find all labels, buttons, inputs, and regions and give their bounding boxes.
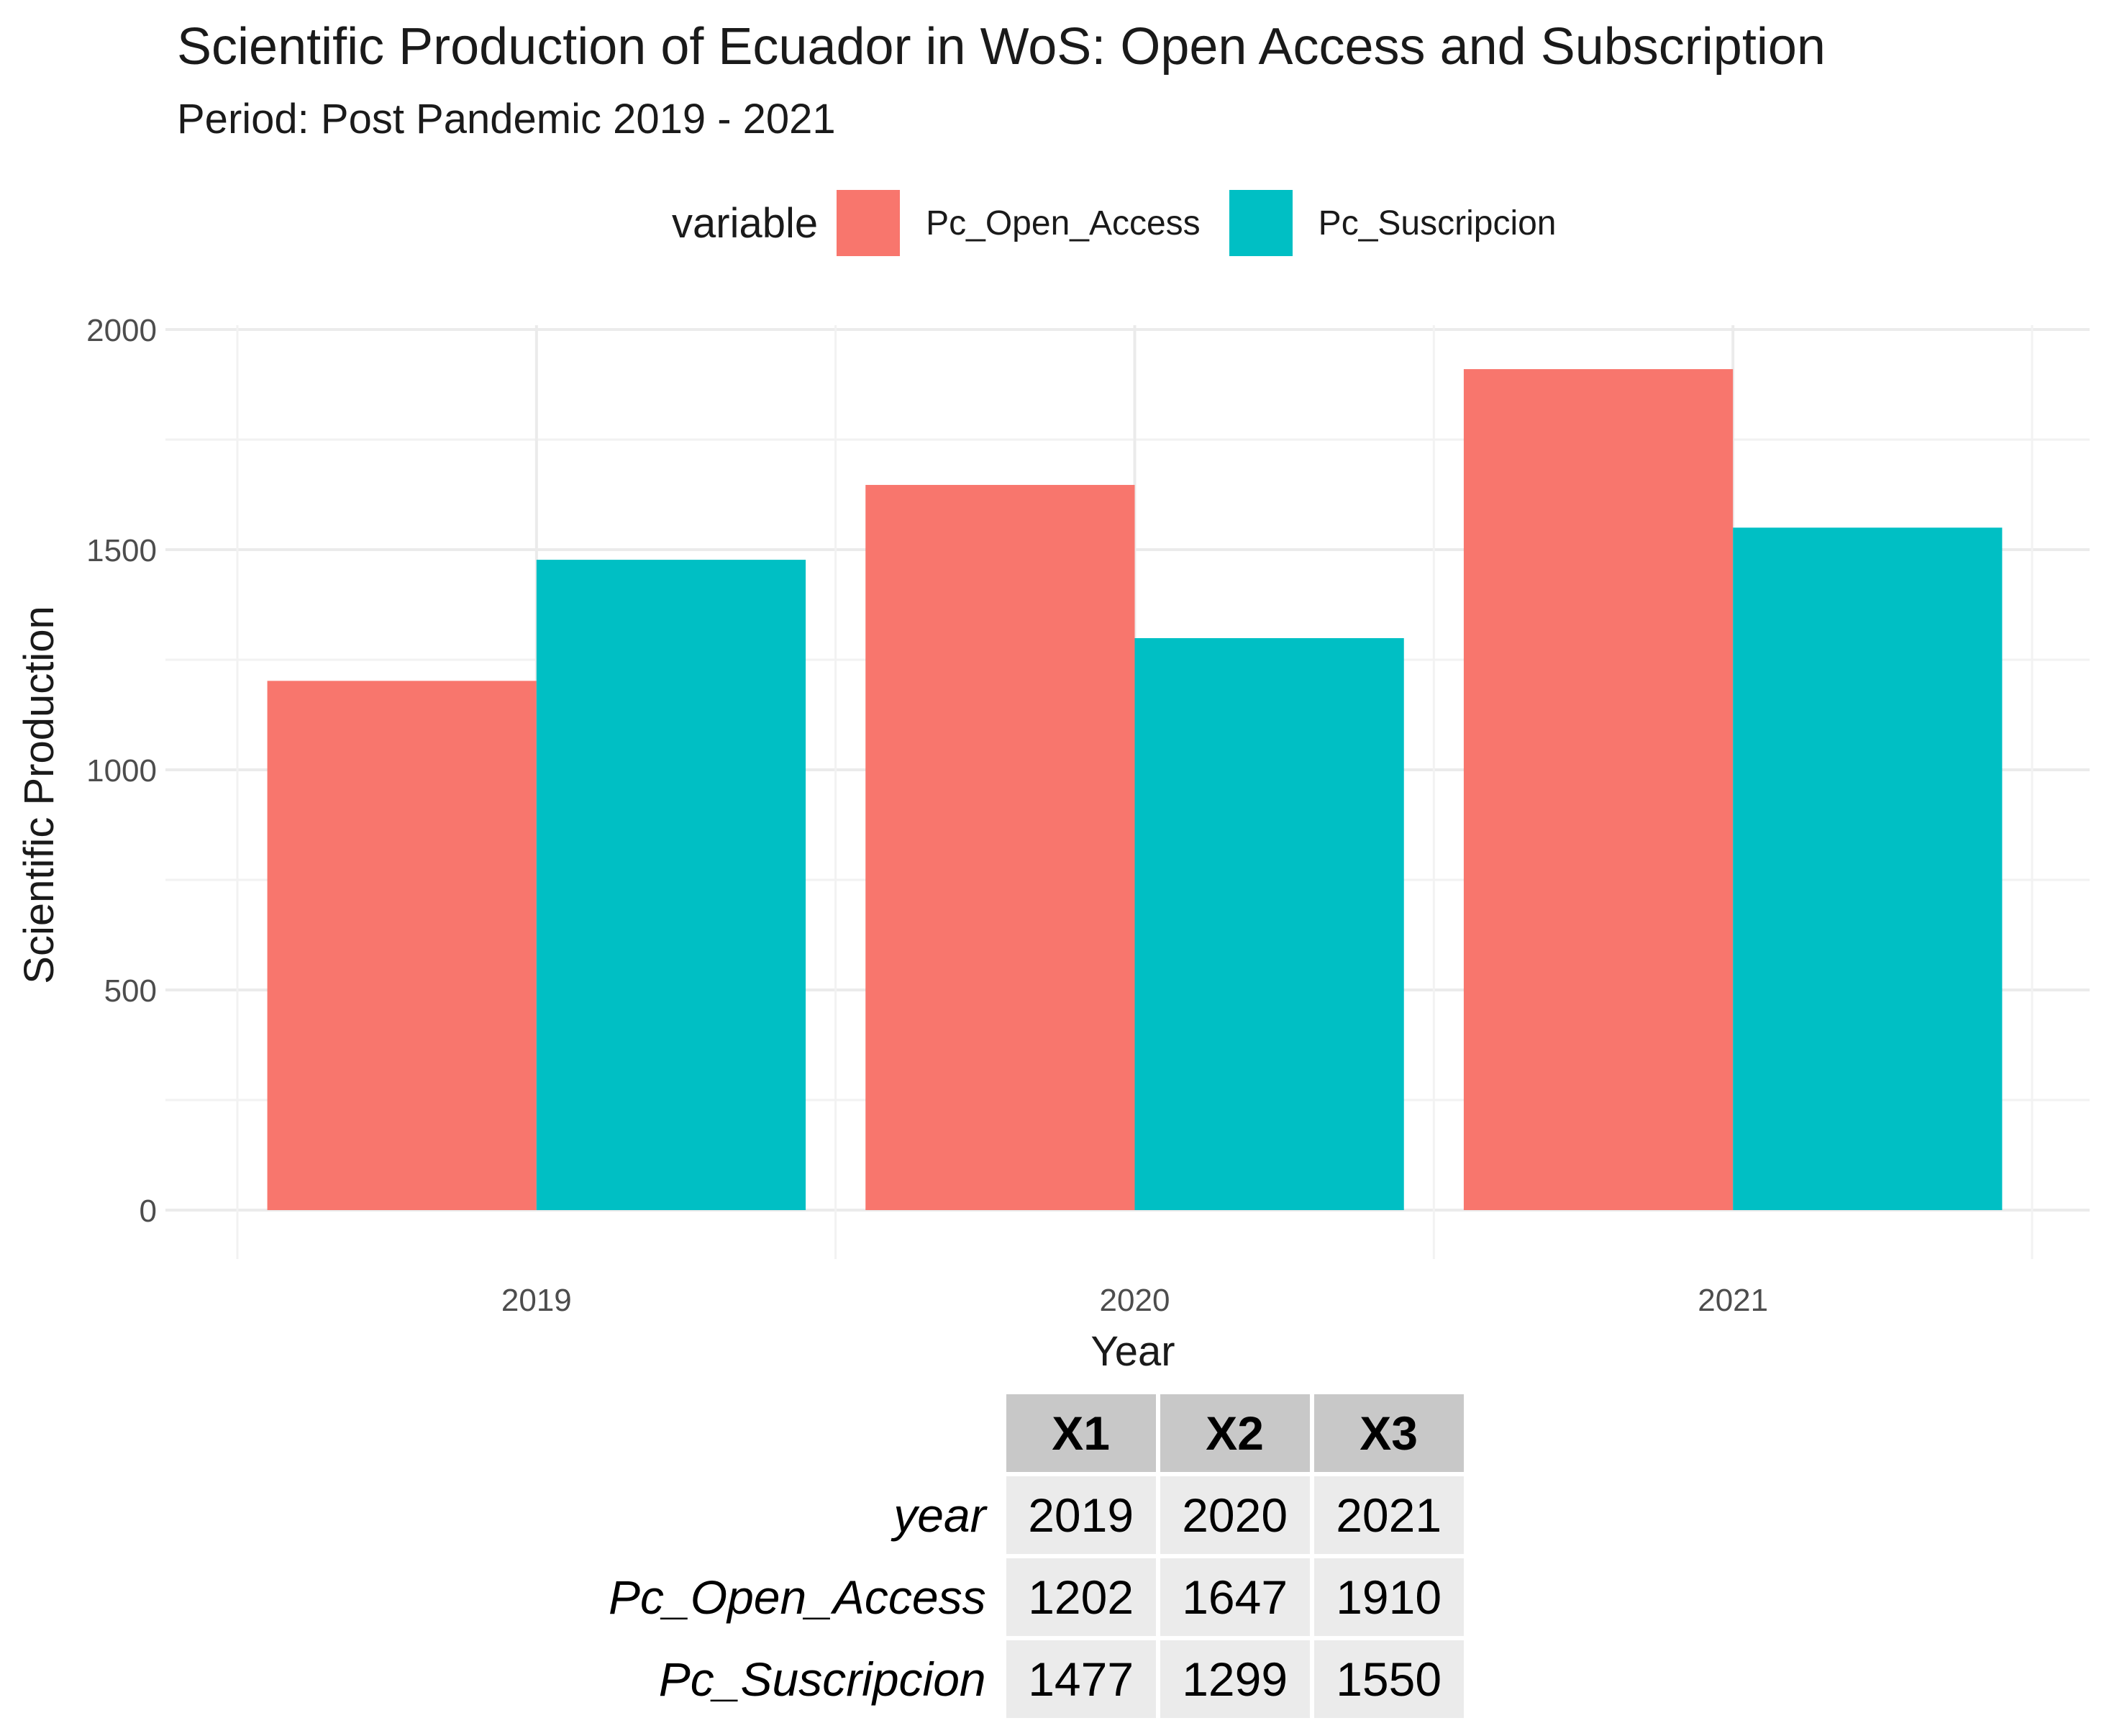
table-cell: 1477 (1006, 1640, 1156, 1718)
legend: variable Pc_Open_Access Pc_Suscripcion (672, 187, 1585, 259)
table-cell: 2020 (1160, 1476, 1310, 1554)
y-tick-label: 500 (104, 973, 157, 1009)
x-axis-title: Year (1090, 1328, 1175, 1375)
table-header-row: X1 X2 X3 (609, 1394, 1464, 1472)
legend-title: variable (672, 199, 819, 247)
table-cell: 2019 (1006, 1476, 1156, 1554)
table-row-label: Pc_Open_Access (609, 1571, 986, 1624)
table-row: year 2019 2020 2021 (609, 1476, 1464, 1554)
bar-pc-open-access-2019 (267, 681, 537, 1210)
chart-title: Scientific Production of Ecuador in WoS:… (177, 18, 1826, 76)
axes: 0 500 1000 1500 2000 2019 2020 2021 (86, 313, 1768, 1318)
bar-pc-open-access-2021 (1463, 369, 1734, 1210)
table-column-header: X1 (1006, 1394, 1156, 1472)
table-corner (609, 1394, 1002, 1472)
y-tick-label: 1000 (86, 753, 157, 789)
y-tick-label: 1500 (86, 533, 157, 568)
chart-subtitle: Period: Post Pandemic 2019 - 2021 (177, 96, 836, 142)
legend-key-suscripcion (1229, 190, 1293, 256)
legend-label-suscripcion: Pc_Suscripcion (1318, 204, 1557, 242)
table-row: Pc_Open_Access 1202 1647 1910 (609, 1558, 1464, 1636)
y-tick-label: 0 (140, 1194, 157, 1229)
bar-pc-open-access-2020 (865, 485, 1135, 1210)
table-row-label: year (893, 1489, 986, 1542)
legend-key-open-access (837, 190, 901, 256)
x-tick-label: 2021 (1698, 1283, 1768, 1318)
bars (267, 369, 2003, 1210)
table-cell: 2021 (1313, 1476, 1464, 1554)
table-row: Pc_Suscripcion 1477 1299 1550 (609, 1640, 1464, 1718)
x-tick-label: 2019 (501, 1283, 572, 1318)
y-axis-title: Scientific Production (16, 606, 63, 983)
table-cell: 1202 (1006, 1558, 1156, 1636)
legend-label-open-access: Pc_Open_Access (926, 204, 1201, 242)
table-row-label: Pc_Suscripcion (658, 1653, 986, 1706)
table-column-header: X3 (1313, 1394, 1464, 1472)
table-cell: 1647 (1160, 1558, 1310, 1636)
table-cell: 1550 (1313, 1640, 1464, 1718)
table-column-header: X2 (1160, 1394, 1310, 1472)
table-cell: 1910 (1313, 1558, 1464, 1636)
data-table: X1 X2 X3 year 2019 2020 2021 Pc_Open_Acc… (604, 1390, 1468, 1722)
x-tick-label: 2020 (1100, 1283, 1170, 1318)
bar-chart: 0 500 1000 1500 2000 2019 2020 2021 Year Scient… (16, 313, 2090, 1375)
bar-pc-suscripcion-2021 (1733, 527, 2003, 1210)
y-tick-label: 2000 (86, 313, 157, 348)
table-cell: 1299 (1160, 1640, 1310, 1718)
bar-pc-suscripcion-2019 (536, 560, 806, 1210)
bar-pc-suscripcion-2020 (1134, 638, 1404, 1210)
